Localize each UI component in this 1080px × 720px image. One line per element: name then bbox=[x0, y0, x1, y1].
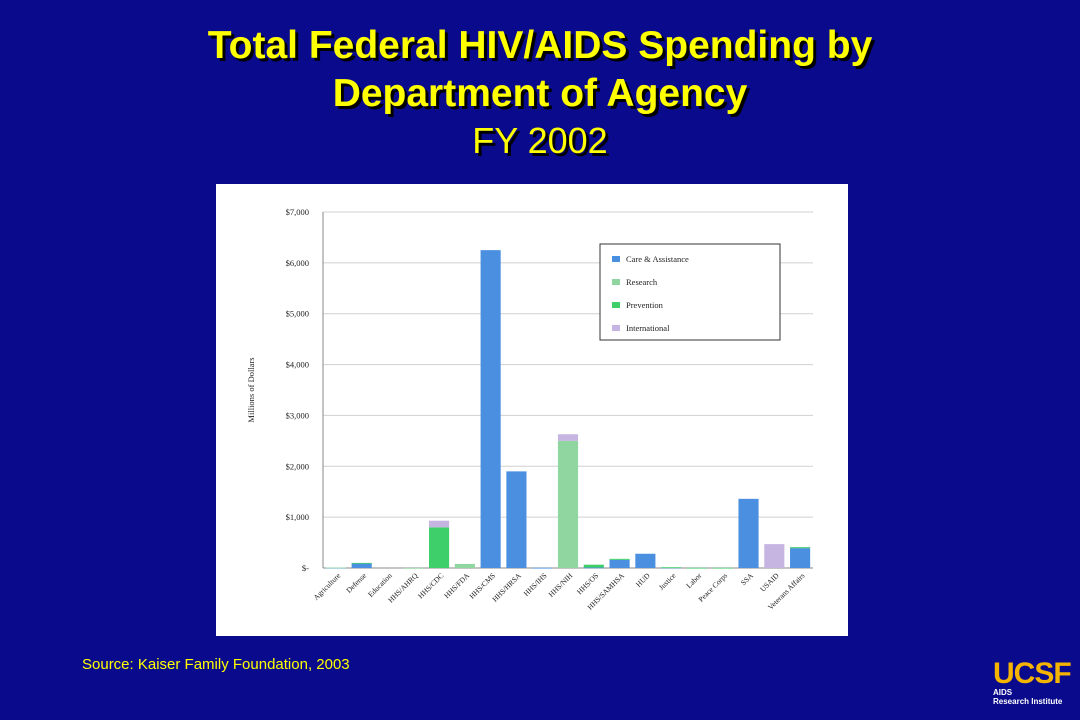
slide-subtitle: FY 2002 bbox=[472, 120, 608, 161]
bar-segment bbox=[532, 567, 553, 569]
x-tick-label: HUD bbox=[634, 571, 652, 589]
x-tick-label: HHS/NIH bbox=[547, 571, 575, 599]
x-tick-label: SSA bbox=[739, 571, 756, 588]
bar-segment bbox=[480, 250, 501, 568]
legend-label: Prevention bbox=[626, 300, 664, 310]
legend-box bbox=[599, 243, 781, 341]
y-tick-label: $4,000 bbox=[286, 360, 309, 370]
bar-segment bbox=[557, 434, 579, 441]
legend-swatch bbox=[612, 256, 620, 262]
bar-segment bbox=[506, 471, 527, 568]
x-tick-label: HHS/FDA bbox=[442, 571, 471, 600]
bar-segment bbox=[661, 567, 682, 569]
slide-title-line-2: Department of Agency bbox=[332, 72, 748, 115]
legend-swatch bbox=[612, 325, 620, 331]
x-tick-label: HHS/OS bbox=[575, 571, 600, 596]
bar-segment bbox=[428, 527, 450, 568]
logo-line-1: AIDS bbox=[993, 688, 1013, 697]
slide-title-block: Total Federal HIV/AIDS Spending by Depar… bbox=[0, 22, 1080, 164]
bar-segment bbox=[428, 520, 450, 528]
y-tick-label: $3,000 bbox=[286, 410, 309, 420]
legend-swatch bbox=[612, 302, 620, 308]
bar-segment bbox=[351, 562, 372, 564]
source-citation: Source: Kaiser Family Foundation, 2003 bbox=[82, 656, 350, 673]
slide-title-line-1: Total Federal HIV/AIDS Spending by bbox=[207, 24, 873, 67]
y-tick-label: $2,000 bbox=[286, 461, 309, 471]
bar-segment bbox=[790, 547, 811, 549]
x-tick-label: Defense bbox=[344, 571, 368, 595]
bar-segment bbox=[712, 567, 733, 569]
y-axis-title: Millions of Dollars bbox=[246, 357, 256, 422]
legend-swatch bbox=[612, 279, 620, 285]
y-tick-label: $5,000 bbox=[286, 309, 309, 319]
bar-segment bbox=[351, 563, 372, 568]
bar-segment bbox=[557, 440, 579, 568]
ucsf-aids-logo: UCSF AIDS Research Institute bbox=[993, 657, 1072, 708]
x-tick-label: Labor bbox=[684, 571, 703, 590]
x-tick-label: HHS/CDC bbox=[416, 571, 445, 600]
bar-chart: $- $1,000 $2,000 $3,000 $4,000 $5,000 $6,000 $7… bbox=[246, 207, 813, 612]
bar-segment bbox=[790, 548, 811, 568]
chart-panel: $- $1,000 $2,000 $3,000 $4,000 $5,000 $6,000 $7… bbox=[216, 184, 848, 636]
bar-segment bbox=[609, 559, 630, 568]
bar-segment bbox=[325, 567, 346, 569]
y-tick-label: $7,000 bbox=[286, 207, 309, 217]
x-tick-label: Agriculture bbox=[311, 571, 342, 602]
x-tick-label: Justice bbox=[657, 571, 678, 592]
legend-label: Care & Assistance bbox=[626, 254, 689, 264]
bar-segment bbox=[454, 563, 475, 568]
bar-segment bbox=[635, 553, 656, 568]
legend-label: Research bbox=[626, 277, 658, 287]
logo-line-2: Research Institute bbox=[993, 697, 1063, 706]
bar-segment bbox=[609, 558, 630, 560]
y-tick-label: $- bbox=[302, 563, 309, 573]
bar-segment bbox=[686, 567, 708, 569]
y-tick-label: $1,000 bbox=[286, 512, 309, 522]
legend-label: International bbox=[626, 323, 670, 333]
bar-segment bbox=[583, 564, 604, 568]
logo-wordmark: UCSF bbox=[993, 657, 1072, 690]
bar-segment bbox=[583, 567, 604, 569]
x-tick-label: USAID bbox=[758, 571, 781, 594]
y-tick-label: $6,000 bbox=[286, 258, 309, 268]
bar-segment bbox=[738, 498, 759, 568]
x-tick-label: HHS/IHS bbox=[522, 571, 549, 598]
bar-segment bbox=[764, 544, 785, 568]
bar-segment bbox=[403, 567, 424, 569]
